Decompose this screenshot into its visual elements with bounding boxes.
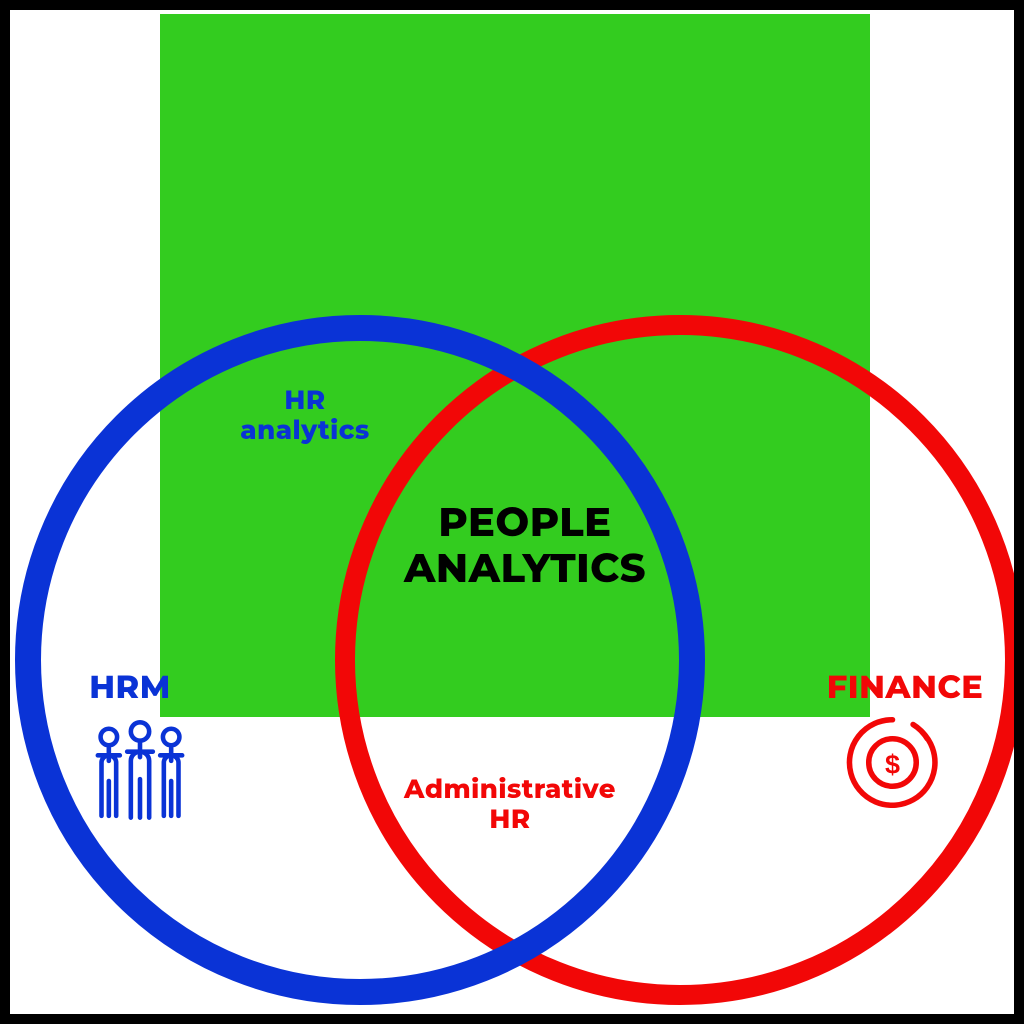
outer-border (0, 0, 1024, 1024)
venn-diagram: HR analytics PEOPLE ANALYTICS HRM FINANC… (0, 0, 1024, 1024)
